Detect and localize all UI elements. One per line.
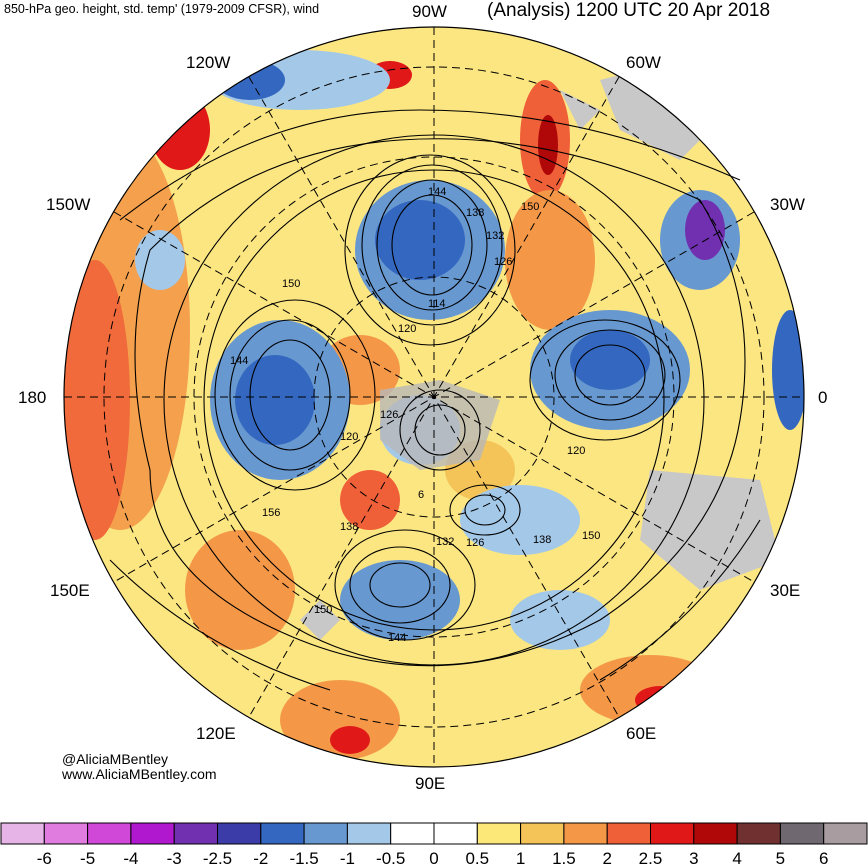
svg-text:150: 150 [582,530,600,542]
colorbar-tick-label: -2 [253,849,268,865]
svg-text:114: 114 [428,298,446,310]
colorbar-tick-label: 4 [732,849,741,865]
colorbar-tick-label: 6 [819,849,828,865]
lon-label-180: 180 [18,388,46,407]
colorbar-tick-label: -1.5 [289,849,318,865]
temperature-anomaly-colorbar: -6 -5 -4 -3 -2.5 -2 -1.5 -1 -0.5 0 0.5 1 1.5 2 2.5 3 4 5 6 [0,822,868,865]
colorbar-swatch [217,822,262,845]
svg-text:138: 138 [340,521,358,533]
colorbar-tick-label: -2.5 [203,849,232,865]
colorbar-swatch [779,822,825,845]
colorbar-swatch [0,822,45,845]
credit-twitter: @AliciaMBentley [62,751,169,767]
colorbar-tick-label: 5 [776,849,785,865]
svg-text:150: 150 [314,604,332,616]
svg-text:138: 138 [466,207,484,219]
svg-text:144: 144 [388,632,406,644]
lon-label-30e: 30E [770,581,800,600]
lon-label-150e: 150E [50,581,90,600]
svg-text:150: 150 [521,201,539,213]
colorbar-tick-label: 0.5 [465,849,489,865]
graticule [64,27,804,767]
colorbar-swatch [130,822,175,845]
colorbar-swatch [433,822,478,845]
colorbar-swatch [303,822,348,845]
svg-text:138: 138 [533,534,551,546]
colorbar-tick-label: -4 [123,849,138,865]
svg-text:126: 126 [466,537,484,549]
svg-text:6: 6 [418,489,424,501]
lon-label-30w: 30W [770,195,805,214]
lon-label-90w: 90W [412,2,447,21]
terrain-mask-tibet [640,470,780,590]
svg-text:120: 120 [398,323,416,335]
colorbar-swatch [520,822,565,845]
svg-text:126: 126 [494,256,512,268]
colorbar-tick-label: 2 [602,849,611,865]
colorbar-swatch [87,822,132,845]
colorbar-tick-label: 3 [689,849,698,865]
colorbar-swatch [346,822,392,845]
colorbar-swatch [476,822,522,845]
colorbar-tick-label: 0 [429,849,438,865]
analysis-time: (Analysis) 1200 UTC 20 Apr 2018 [487,0,771,21]
svg-text:132: 132 [486,230,504,242]
colorbar-tick-label: -6 [37,849,52,865]
colorbar-swatch [260,822,305,845]
map-title: 850-hPa geo. height, std. temp' (1979-20… [4,2,320,16]
credit-website: www.AliciaMBentley.com [62,766,217,782]
svg-text:120: 120 [567,445,585,457]
colorbar-swatch [43,822,89,845]
lon-label-0: 0 [818,388,827,407]
contour-value-labels: 144 138 132 126 150 114 120 150 144 126 … [230,186,600,644]
colorbar-swatch [736,822,781,845]
colorbar-tick-label: -5 [80,849,95,865]
colorbar-swatch [563,822,608,845]
colorbar-swatch [650,822,695,845]
colorbar-swatch [173,822,218,845]
colorbar-tick-label: -1 [340,849,355,865]
colorbar-tick-label: 1 [516,849,525,865]
svg-text:156: 156 [262,507,280,519]
lon-label-60w: 60W [626,53,661,72]
svg-text:120: 120 [340,431,358,443]
svg-text:126: 126 [380,409,398,421]
colorbar-tick-label: -3 [167,849,182,865]
svg-text:150: 150 [282,278,300,290]
lon-label-120w: 120W [186,53,230,72]
colorbar-tick-label: -0.5 [376,849,405,865]
svg-text:144: 144 [428,186,446,198]
map-border [63,26,805,768]
lon-label-90e: 90E [415,774,445,793]
polar-map: 144 138 132 126 150 114 120 150 144 126 … [18,2,827,793]
lon-label-120e: 120E [196,724,236,743]
colorbar-swatch [390,822,435,845]
lon-label-150w: 150W [46,195,90,214]
svg-text:132: 132 [436,536,454,548]
colorbar-swatch [606,822,652,845]
colorbar-tick-label: 1.5 [552,849,576,865]
colorbar-tick-label: 2.5 [639,849,663,865]
lon-label-60e: 60E [626,724,656,743]
colorbar-swatch [823,822,868,845]
colorbar-swatch [693,822,738,845]
svg-text:144: 144 [230,355,248,367]
